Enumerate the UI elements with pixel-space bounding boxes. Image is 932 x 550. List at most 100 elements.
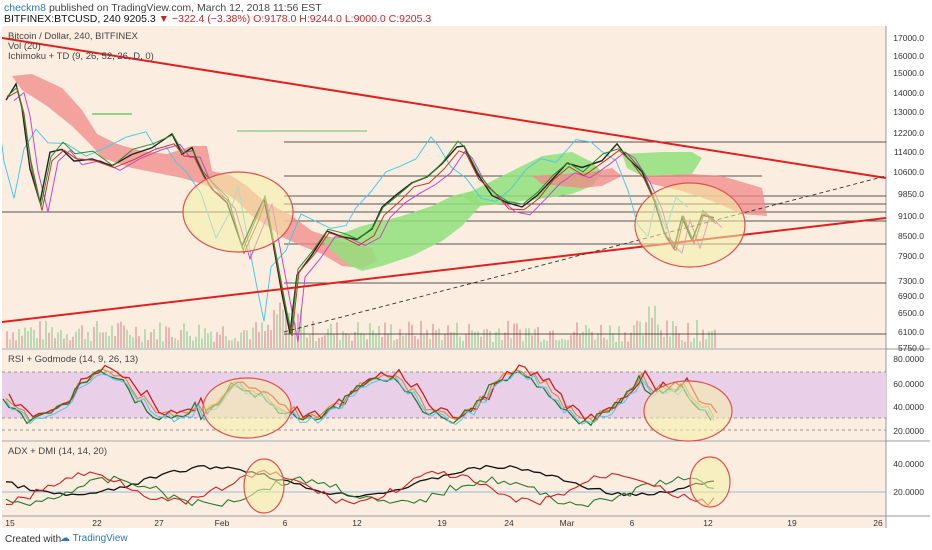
volume-bar	[594, 339, 596, 348]
volume-bar	[429, 339, 431, 348]
descending-trendline[interactable]	[2, 37, 887, 179]
volume-bar	[96, 320, 98, 348]
volume-bar	[357, 322, 359, 348]
time-axis-tick: 6	[630, 518, 635, 528]
volume-bar	[261, 322, 263, 348]
volume-bar	[471, 330, 473, 348]
symbol-label: BITFINEX:BTCUSD, 240	[4, 13, 121, 25]
volume-bar	[603, 337, 605, 348]
volume-legend: Vol (20)	[8, 41, 41, 52]
volume-bar	[132, 337, 134, 348]
dashed-trendline[interactable]	[283, 175, 887, 333]
volume-bar	[18, 329, 20, 348]
price-series	[2, 82, 723, 342]
price-axis-tick: 16000.0	[893, 51, 924, 61]
volume-bar	[645, 322, 647, 348]
volume-bar	[588, 328, 590, 348]
volume-bar	[708, 331, 710, 348]
volume-bar	[675, 326, 677, 348]
volume-bar	[507, 320, 509, 348]
volume-bar	[336, 322, 338, 348]
volume-bar	[441, 340, 443, 348]
volume-bar	[186, 331, 188, 348]
volume-bar	[93, 327, 95, 348]
volume-bar	[117, 323, 119, 348]
adx-pane[interactable]	[2, 442, 886, 516]
volume-bar	[264, 331, 266, 348]
volume-bar	[528, 328, 530, 348]
price-scale[interactable]	[886, 26, 930, 528]
volume-bar	[54, 338, 56, 348]
highlight-ellipse-rsi-right[interactable]	[643, 380, 733, 442]
volume-bar	[627, 341, 629, 348]
volume-bar	[654, 305, 656, 348]
volume-bar	[489, 331, 491, 348]
volume-bar	[372, 330, 374, 348]
time-axis-tick: 12	[352, 518, 362, 528]
adx-axis-tick: 20.0000	[893, 487, 924, 497]
volume-bar	[420, 320, 422, 348]
time-axis-tick: 6	[283, 518, 288, 528]
author-link[interactable]: checkm8	[4, 2, 47, 14]
volume-bar	[381, 336, 383, 348]
volume-bar	[495, 331, 497, 348]
volume-bar	[72, 336, 74, 348]
volume-bar	[111, 325, 113, 348]
tradingview-logo[interactable]: ☁ TradingView	[60, 533, 128, 544]
highlight-ellipse-rsi-left[interactable]	[202, 377, 292, 439]
volume-bar	[303, 327, 305, 348]
volume-bar	[126, 329, 128, 348]
volume-bar	[501, 340, 503, 348]
tradingview-label: TradingView	[72, 533, 128, 544]
volume-bar	[435, 330, 437, 348]
volume-bar	[609, 325, 611, 348]
volume-bar	[255, 322, 257, 348]
volume-bar	[225, 336, 227, 348]
cloud-bullish-2	[462, 152, 602, 206]
volume-bar	[231, 340, 233, 348]
rsi-slow-line	[2, 369, 712, 427]
volume-bar	[396, 339, 398, 348]
time-axis-tick: Mar	[560, 518, 575, 528]
highlight-ellipse-price-left[interactable]	[182, 171, 294, 253]
rsi-axis-tick: 20.0000	[893, 426, 924, 436]
volume-bar	[678, 333, 680, 348]
volume-bar	[108, 336, 110, 348]
price-axis-tick: 6500.0	[898, 308, 924, 318]
chart-canvas[interactable]: 17000.0 16000.0 15000.0 14000.0 13000.0 12200…	[2, 26, 930, 528]
volume-bar	[555, 340, 557, 348]
volume-bar	[459, 336, 461, 348]
volume-bar	[141, 341, 143, 348]
volume-bar	[90, 340, 92, 348]
volume-bar	[333, 334, 335, 348]
volume-bar	[591, 331, 593, 348]
price-axis-tick: 6900.0	[898, 291, 924, 301]
chart-area[interactable]: 17000.0 16000.0 15000.0 14000.0 13000.0 12200…	[2, 26, 930, 528]
low-value: L:9000.0	[344, 13, 386, 25]
volume-bar	[282, 309, 284, 348]
adx-axis-tick: 40.0000	[893, 459, 924, 469]
volume-bar	[462, 340, 464, 348]
volume-bar	[210, 331, 212, 348]
publish-info: checkm8 published on TradingView.com, Ma…	[4, 2, 322, 14]
volume-bar	[297, 313, 299, 348]
highlight-ellipse-adx-left[interactable]	[243, 458, 285, 514]
price-axis-tick: 14000.0	[893, 88, 924, 98]
volume-bar	[516, 323, 518, 348]
volume-bar	[561, 338, 563, 348]
volume-bar	[294, 322, 296, 348]
highlight-ellipse-adx-right[interactable]	[689, 456, 731, 508]
volume-bar	[447, 325, 449, 348]
volume-bar	[21, 335, 23, 348]
volume-bar	[150, 331, 152, 348]
volume-bar	[498, 328, 500, 348]
volume-bar	[273, 310, 275, 348]
time-axis-tick: Feb	[215, 518, 230, 528]
volume-bar	[42, 339, 44, 348]
volume-bar	[657, 324, 659, 348]
volume-bar	[198, 324, 200, 348]
volume-bar	[15, 340, 17, 348]
volume-bar	[390, 324, 392, 348]
highlight-ellipse-price-right[interactable]	[634, 182, 746, 268]
volume-bar	[51, 327, 53, 348]
